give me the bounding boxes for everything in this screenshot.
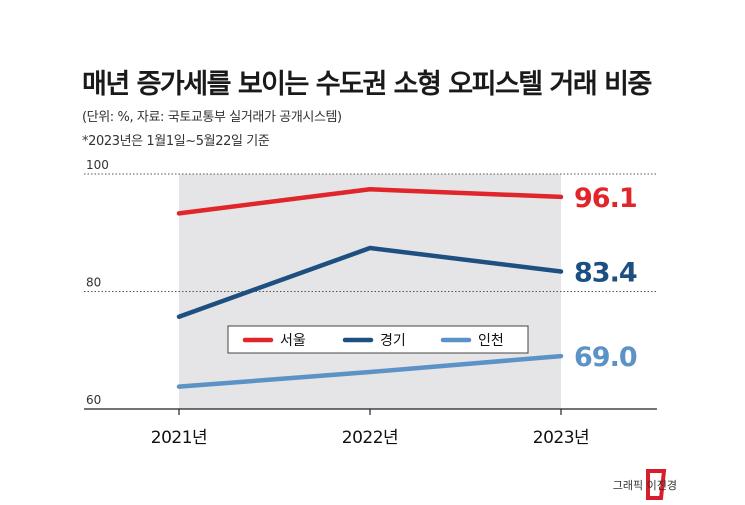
legend-label-서울: 서울 <box>280 333 306 349</box>
series-lines <box>176 187 564 389</box>
legend-box <box>227 325 529 354</box>
x-tick-label: 2021년 <box>151 428 207 448</box>
x-tick-label: 2023년 <box>533 428 589 448</box>
end-label-경기: 83.4 <box>574 258 637 289</box>
logo-icon <box>646 469 667 500</box>
x-axis: 2021년 2022년 2023년 <box>84 408 657 448</box>
gridlines <box>84 173 657 292</box>
series-line-경기 <box>176 245 564 320</box>
graphic-credit: 그래픽 이진경 <box>612 479 677 492</box>
logo-mark <box>646 469 667 500</box>
chart-title: 매년 증가세를 보이는 수도권 소형 오피스텔 거래 비중 <box>82 69 652 100</box>
legend-label-경기: 경기 <box>380 333 406 349</box>
legend-label-인천: 인천 <box>478 333 504 349</box>
end-label-서울: 96.1 <box>574 183 637 214</box>
end-value-labels: 96.1 83.4 69.0 <box>574 183 638 373</box>
y-tick-label: 100 <box>86 158 109 172</box>
period-note: *2023년은 1월1일~5월22일 기준 <box>82 134 270 149</box>
x-tick-label: 2022년 <box>342 428 398 448</box>
end-label-인천: 69.0 <box>574 342 637 373</box>
y-tick-label: 60 <box>86 393 101 407</box>
y-axis-ticks: 100 80 60 <box>86 158 109 407</box>
y-tick-label: 80 <box>86 276 101 290</box>
legend: 서울 경기 인천 <box>227 325 529 354</box>
unit-source-note: (단위: %, 자료: 국토교통부 실거래가 공개시스템) <box>82 110 342 125</box>
series-line-서울 <box>176 187 564 216</box>
series-line-인천 <box>176 353 564 389</box>
